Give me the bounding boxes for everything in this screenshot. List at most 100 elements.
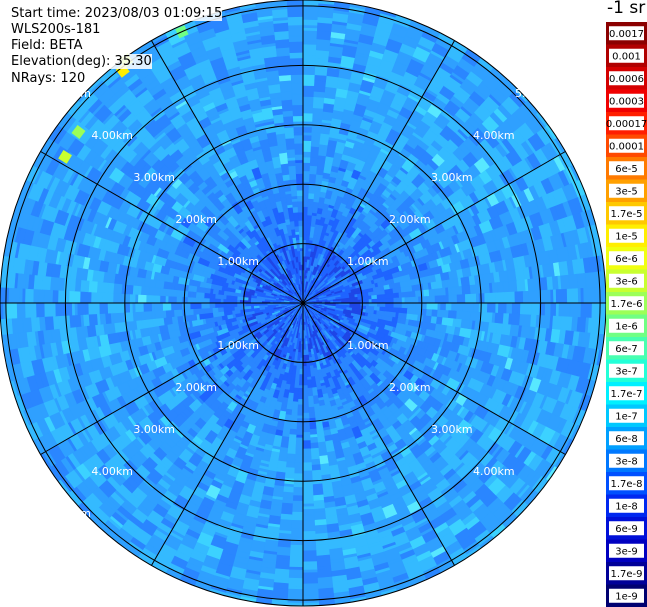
range-gate-cell [307, 395, 315, 408]
range-gate-cell [519, 302, 532, 316]
range-gate-cell [292, 486, 304, 497]
range-gate-cell [43, 289, 54, 304]
range-gate-cell [44, 315, 55, 331]
range-gate-cell [302, 393, 309, 400]
range-gate-cell [302, 470, 313, 483]
range-gate-cell [527, 277, 540, 292]
range-gate-cell [316, 22, 333, 33]
range-gate-cell [368, 299, 373, 304]
range-gate-cell [132, 311, 142, 322]
range-gate-cell [510, 313, 521, 327]
range-gate-cell [328, 547, 344, 561]
range-gate-cell [211, 307, 219, 313]
range-gate-cell [401, 297, 406, 304]
range-gate-cell [409, 296, 420, 304]
range-gate-cell [382, 297, 395, 304]
range-gate-cell [302, 456, 312, 464]
range-gate-cell [112, 312, 126, 324]
range-gate-cell [302, 550, 317, 563]
range-gate-cell [533, 327, 548, 342]
range-gate-cell [276, 546, 291, 557]
range-gate-cell [290, 519, 304, 530]
range-gate-cell [482, 272, 496, 285]
range-gate-cell [33, 274, 44, 290]
range-gate-cell [302, 85, 315, 98]
range-gate-cell [311, 132, 322, 142]
range-gate-cell [75, 325, 89, 340]
range-gate-cell [313, 403, 321, 411]
range-gate-cell [7, 287, 21, 304]
range-gate-cell [414, 308, 422, 316]
range-gate-cell [371, 294, 378, 300]
range-gate-cell [162, 316, 173, 326]
range-gate-cell [446, 278, 460, 289]
range-gate-cell [132, 284, 139, 295]
range-gate-cell [51, 289, 59, 304]
range-gate-cell [302, 448, 312, 458]
range-gate-cell [208, 302, 216, 309]
range-gate-cell [530, 302, 541, 316]
range-gate-cell [295, 437, 304, 450]
range-gate-cell [560, 274, 571, 290]
range-gate-cell [302, 594, 320, 604]
range-gate-cell [365, 299, 370, 304]
range-gate-cell [302, 54, 317, 67]
range-gate-cell [278, 519, 292, 532]
range-gate-cell [302, 170, 311, 183]
range-gate-cell [516, 279, 527, 293]
range-gate-cell [288, 428, 297, 436]
range-gate-cell [140, 285, 150, 296]
range-gate-cell [159, 295, 166, 304]
range-gate-cell [310, 442, 319, 450]
range-gate-cell [192, 307, 205, 315]
range-gate-cell [426, 295, 436, 304]
range-gate-cell [302, 206, 309, 213]
range-gate-cell [486, 292, 497, 304]
range-gate-cell [90, 291, 103, 304]
range-gate-cell [558, 302, 571, 318]
range-gate-cell [22, 316, 33, 333]
range-gate-cell [448, 294, 458, 304]
range-gate-cell [302, 519, 316, 532]
range-gate-cell [302, 43, 317, 56]
range-gate-cell [396, 297, 403, 304]
range-gate-cell [461, 285, 472, 295]
range-gate-cell [220, 298, 224, 304]
range-gate-cell [286, 442, 296, 455]
range-gate-cell [414, 289, 425, 298]
range-gate-cell [580, 302, 593, 319]
range-gate-cell [137, 294, 147, 304]
range-gate-cell [486, 302, 497, 314]
range-gate-cell [309, 436, 319, 444]
range-gate-cell [447, 310, 455, 320]
range-gate-cell [308, 417, 317, 430]
range-gate-cell [134, 302, 144, 313]
range-gate-cell [302, 65, 316, 76]
range-gate-cell [175, 296, 183, 304]
range-gate-cell [302, 74, 316, 87]
range-gate-cell [528, 290, 541, 304]
range-gate-cell [487, 322, 498, 334]
range-gate-cell [203, 307, 213, 314]
range-gate-cell [418, 296, 422, 304]
range-gate-cell [142, 302, 153, 312]
range-gate-cell [173, 308, 183, 317]
range-gate-cell [569, 302, 582, 318]
range-gate-cell [159, 287, 167, 297]
range-gate-cell [407, 302, 414, 310]
range-gate-cell [284, 467, 295, 480]
range-gate-cell [200, 302, 210, 309]
range-gate-cell [317, 587, 335, 598]
range-gate-cell [41, 275, 52, 291]
range-gate-cell [311, 126, 322, 134]
range-gate-cell [63, 302, 73, 316]
range-gate-cell [162, 302, 172, 311]
range-gate-cell [451, 302, 464, 312]
range-gate-cell [57, 289, 70, 304]
range-gate-cell [88, 280, 98, 293]
range-gate-cell [316, 30, 332, 41]
range-gate-cell [294, 453, 304, 464]
range-gate-cell [409, 290, 417, 298]
range-gate-cell [478, 293, 486, 304]
range-gate-cell [302, 134, 313, 142]
